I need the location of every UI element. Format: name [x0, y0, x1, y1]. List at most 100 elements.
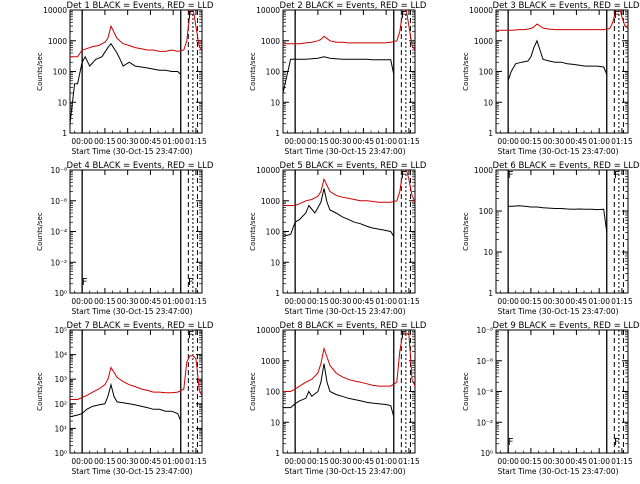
flag-label: F	[508, 437, 514, 448]
x-tick-label: 00:00	[497, 137, 519, 146]
plot-frame	[69, 9, 203, 134]
y-axis-label: Counts/sec	[249, 212, 257, 251]
x-tick-label: 00:45	[566, 457, 588, 466]
y-axis-label: Counts/sec	[462, 372, 470, 411]
y-tick-label: 1000	[474, 166, 493, 175]
chart-det-4: Det 4 BLACK = Events, RED = LLD 10⁰ 10⁻² 10…	[36, 161, 214, 316]
y-tick-label: 10000	[469, 6, 493, 15]
x-tick-label: 01:15	[185, 297, 207, 306]
chart-title: Det 4 BLACK = Events, RED = LLD	[67, 161, 214, 171]
x-tick-label: 00:45	[566, 297, 588, 306]
y-tick-label: 10⁰	[54, 289, 67, 298]
y-tick-label: 10²	[54, 400, 67, 409]
y-axis-label: Counts/sec	[249, 52, 257, 91]
chart-title: Det 8 BLACK = Events, RED = LLD	[280, 321, 427, 331]
x-tick-label: 00:45	[566, 137, 588, 146]
x-tick-label: 00:30	[117, 137, 139, 146]
y-tick-label: 10	[483, 248, 493, 257]
flag-label: F	[188, 277, 194, 288]
chart-det-1: Det 1 BLACK = Events, RED = LLD 1 10 100 100…	[36, 1, 214, 156]
y-tick-label: 10⁻⁸	[476, 326, 493, 335]
x-tick-label: 00:15	[307, 457, 329, 466]
y-axis-label: Counts/sec	[36, 52, 44, 91]
x-tick-label: 00:15	[520, 137, 542, 146]
x-tick-label: 00:45	[140, 137, 162, 146]
x-tick-label: 00:00	[284, 137, 306, 146]
plot-frame	[69, 169, 203, 294]
x-tick-label: 01:00	[375, 137, 397, 146]
x-tick-label: 00:45	[140, 297, 162, 306]
x-tick-label: 00:30	[543, 137, 565, 146]
y-tick-label: 10	[270, 418, 280, 427]
y-tick-label: 10000	[256, 166, 280, 175]
flag-label: F	[614, 10, 620, 21]
y-tick-label: 1	[488, 129, 493, 138]
y-axis-label: Counts/sec	[36, 212, 44, 251]
plot-frame	[69, 329, 203, 454]
y-tick-label: 100	[266, 388, 281, 397]
x-tick-label: 00:45	[353, 297, 375, 306]
x-tick-label: 01:15	[398, 137, 420, 146]
flag-label: F	[188, 330, 194, 341]
series-events-line	[283, 363, 395, 417]
y-tick-label: 10⁰	[480, 449, 493, 458]
x-tick-label: 01:15	[185, 457, 207, 466]
y-tick-label: 1000	[474, 37, 493, 46]
x-tick-label: 00:15	[94, 457, 116, 466]
flag-label: F	[82, 277, 88, 288]
plot-frame	[282, 169, 416, 294]
y-tick-label: 10⁰	[54, 449, 67, 458]
plot-frame	[495, 329, 629, 454]
y-tick-label: 10	[57, 98, 67, 107]
chart-det-6: Det 6 BLACK = Events, RED = LLD 1 10 100 100…	[462, 161, 640, 316]
chart-det-2: Det 2 BLACK = Events, RED = LLD 1 10 100 100…	[249, 1, 427, 156]
y-tick-label: 10	[483, 98, 493, 107]
y-tick-label: 1	[62, 129, 67, 138]
y-tick-label: 1000	[261, 37, 280, 46]
x-axis-label: Start Time (30-Oct-15 23:47:00)	[71, 307, 192, 316]
chart-det-3: Det 3 BLACK = Events, RED = LLD 1 10 100 100…	[462, 1, 640, 156]
y-tick-label: 100	[266, 68, 281, 77]
chart-det-5: Det 5 BLACK = Events, RED = LLD 1 10 100 100…	[249, 161, 427, 316]
y-tick-label: 100	[266, 228, 281, 237]
x-axis-label: Start Time (30-Oct-15 23:47:00)	[284, 147, 405, 156]
x-axis-label: Start Time (30-Oct-15 23:47:00)	[497, 147, 618, 156]
x-tick-label: 01:00	[162, 457, 184, 466]
x-tick-label: 01:00	[375, 297, 397, 306]
flag-label: F	[401, 10, 407, 21]
flag-label: F	[508, 170, 514, 181]
x-axis-label: Start Time (30-Oct-15 23:47:00)	[497, 307, 618, 316]
y-tick-label: 1000	[261, 197, 280, 206]
chart-det-9: Det 9 BLACK = Events, RED = LLD 10⁰ 10⁻² 10…	[462, 321, 640, 476]
x-axis-label: Start Time (30-Oct-15 23:47:00)	[284, 467, 405, 476]
series-lld-line	[283, 332, 415, 392]
y-tick-label: 1000	[261, 357, 280, 366]
x-tick-label: 01:15	[398, 297, 420, 306]
series-lld-line	[496, 10, 628, 31]
y-axis-label: Counts/sec	[462, 52, 470, 91]
y-tick-label: 10⁻⁴	[476, 388, 493, 397]
y-tick-label: 10000	[43, 6, 67, 15]
y-axis-label: Counts/sec	[462, 212, 470, 251]
x-tick-label: 00:45	[353, 457, 375, 466]
chart-title: Det 3 BLACK = Events, RED = LLD	[493, 1, 640, 11]
y-tick-label: 10⁻²	[50, 258, 67, 267]
x-tick-label: 01:00	[375, 457, 397, 466]
x-tick-label: 00:00	[71, 137, 93, 146]
x-tick-label: 01:15	[611, 457, 633, 466]
x-tick-label: 00:00	[71, 457, 93, 466]
x-tick-label: 00:30	[330, 457, 352, 466]
flag-label: F	[188, 10, 194, 21]
x-tick-label: 01:00	[588, 137, 610, 146]
x-tick-label: 00:30	[330, 297, 352, 306]
series-events-line	[507, 39, 608, 81]
y-tick-label: 100	[479, 207, 494, 216]
chart-det-8: Det 8 BLACK = Events, RED = LLD 1 10 100 100…	[249, 321, 427, 476]
y-tick-label: 10⁻²	[476, 418, 493, 427]
plot-frame	[282, 329, 416, 454]
chart-title: Det 6 BLACK = Events, RED = LLD	[493, 161, 640, 171]
x-axis-label: Start Time (30-Oct-15 23:47:00)	[497, 467, 618, 476]
y-tick-label: 100	[53, 68, 68, 77]
